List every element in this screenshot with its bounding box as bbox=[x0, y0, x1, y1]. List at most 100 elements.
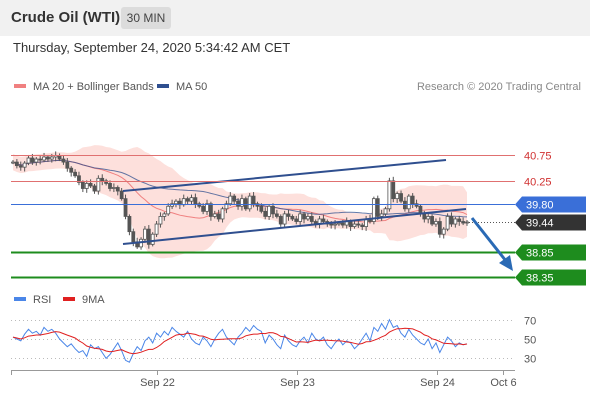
candle-body bbox=[73, 171, 77, 177]
candle-body bbox=[212, 213, 217, 217]
channel-upper-line bbox=[122, 159, 447, 192]
period-button[interactable]: 30 MIN bbox=[121, 7, 171, 29]
forecast-arrow-head bbox=[499, 255, 513, 271]
candle-body bbox=[356, 223, 361, 226]
candle-body bbox=[449, 216, 454, 225]
rsi-tick-label: 70 bbox=[524, 316, 536, 328]
candle-body bbox=[329, 223, 334, 226]
candle-body bbox=[185, 198, 190, 202]
candle-body bbox=[461, 221, 466, 224]
candle-body bbox=[453, 218, 458, 225]
candle-body bbox=[34, 158, 39, 163]
x-tick-label: Sep 22 bbox=[140, 377, 175, 389]
candle-body bbox=[61, 158, 66, 163]
candle-body bbox=[406, 195, 411, 210]
rsi-legend-swatch bbox=[14, 297, 26, 301]
candle-body bbox=[84, 183, 89, 189]
x-tick-label: Oct 6 bbox=[490, 377, 516, 389]
candle-body bbox=[77, 175, 81, 183]
candle-body bbox=[100, 177, 105, 182]
candle-body bbox=[426, 216, 431, 220]
candle-body bbox=[360, 224, 365, 227]
candle-body bbox=[166, 205, 171, 215]
candle-body bbox=[96, 177, 101, 192]
ma50-line bbox=[12, 159, 468, 218]
candle-body bbox=[387, 180, 392, 210]
candle-body bbox=[282, 213, 287, 225]
legend-label-1: MA 50 bbox=[176, 81, 207, 93]
candle-body bbox=[57, 155, 62, 160]
pivot-label: 39.80 bbox=[526, 200, 554, 212]
candle-body bbox=[22, 162, 27, 168]
support-tag bbox=[515, 269, 586, 286]
candle-body bbox=[228, 195, 233, 205]
candle-body bbox=[337, 222, 341, 225]
candle-body bbox=[158, 216, 163, 225]
rsi-line bbox=[12, 318, 468, 363]
candle-body bbox=[278, 216, 283, 225]
candle-body bbox=[379, 213, 384, 217]
support-label: 38.85 bbox=[526, 248, 554, 260]
bollinger-band bbox=[13, 145, 467, 259]
candle-body bbox=[259, 205, 264, 212]
candle-body bbox=[274, 213, 279, 217]
rsi-tick-label: 50 bbox=[524, 335, 536, 347]
rsi-legend-label-0: RSI bbox=[33, 294, 51, 306]
candle-body bbox=[375, 198, 380, 217]
candle-body bbox=[271, 205, 275, 215]
candle-body bbox=[243, 198, 248, 210]
candle-body bbox=[146, 228, 151, 245]
candle-body bbox=[131, 231, 136, 243]
x-tick-label: Sep 23 bbox=[280, 377, 315, 389]
candle-body bbox=[348, 221, 353, 227]
support-tag bbox=[515, 244, 586, 261]
candle-body bbox=[174, 200, 178, 205]
candle-body bbox=[69, 167, 74, 173]
candle-body bbox=[30, 157, 35, 163]
candle-body bbox=[224, 203, 229, 210]
credit-text: Research © 2020 Trading Central bbox=[417, 81, 581, 93]
candle-body bbox=[111, 187, 116, 189]
legend-swatch bbox=[14, 84, 26, 88]
rsi-legend-swatch bbox=[63, 297, 75, 301]
candle-body bbox=[445, 216, 450, 230]
candle-body bbox=[232, 195, 237, 202]
candle-body bbox=[220, 208, 225, 220]
channel-lower-line bbox=[122, 208, 467, 245]
candle-body bbox=[321, 218, 326, 222]
candle-body bbox=[391, 180, 396, 200]
candle-body bbox=[247, 195, 252, 210]
x-tick-label: Sep 24 bbox=[420, 377, 455, 389]
candle-body bbox=[251, 195, 256, 205]
candle-body bbox=[42, 156, 46, 161]
pivot-tag bbox=[515, 196, 586, 213]
candle-body bbox=[236, 200, 240, 207]
candle-body bbox=[410, 195, 415, 205]
rsi-tick-label: 30 bbox=[524, 354, 536, 366]
candle-body bbox=[340, 222, 345, 226]
candle-body bbox=[108, 183, 112, 189]
candle-body bbox=[422, 213, 427, 220]
resistance-label: 40.75 bbox=[524, 151, 552, 163]
candle-body bbox=[150, 233, 155, 245]
rsi-legend-label-1: 9MA bbox=[82, 294, 105, 306]
candle-body bbox=[181, 198, 186, 206]
candle-body bbox=[65, 161, 70, 169]
candle-body bbox=[457, 218, 462, 222]
resistance-label: 40.25 bbox=[524, 177, 552, 189]
candle-body bbox=[88, 183, 93, 187]
candle-body bbox=[383, 208, 388, 215]
candle-body bbox=[371, 198, 376, 222]
legend-label-0: MA 20 + Bollinger Bands bbox=[33, 81, 154, 93]
candle-body bbox=[205, 203, 209, 212]
candle-body bbox=[309, 216, 314, 222]
candle-body bbox=[38, 158, 43, 161]
candle-body bbox=[430, 216, 434, 225]
candle-body bbox=[80, 181, 85, 189]
candle-body bbox=[294, 218, 299, 222]
candle-body bbox=[46, 156, 50, 160]
candle-body bbox=[26, 157, 31, 164]
candle-body bbox=[18, 165, 23, 168]
